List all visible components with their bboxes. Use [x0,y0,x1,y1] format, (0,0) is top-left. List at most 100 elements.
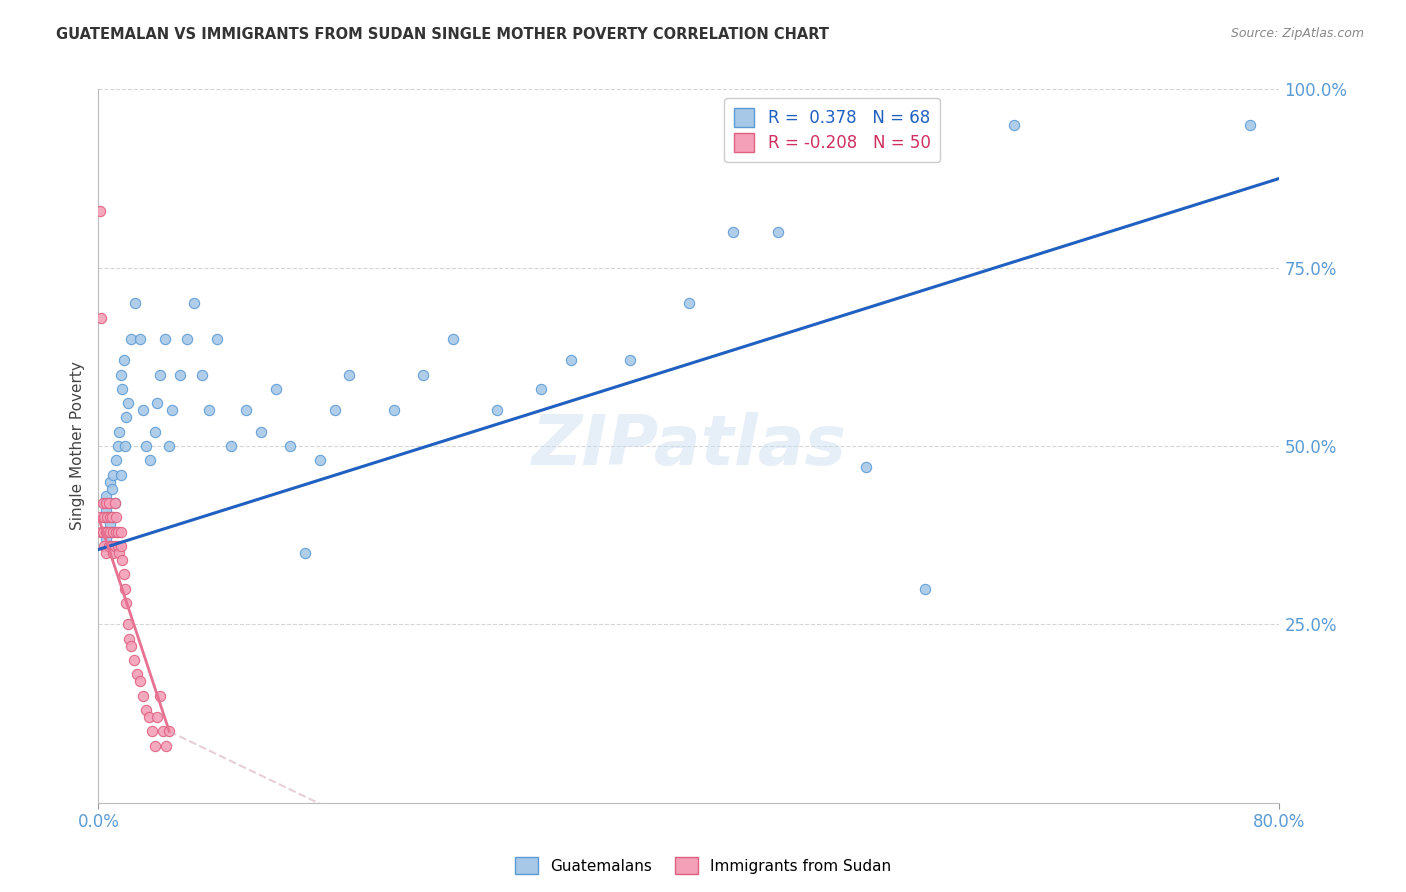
Point [264,382,287,396]
Point [235,403,257,417]
Point [914,582,936,596]
Point [107,439,129,453]
Point [118,632,141,646]
Point [107,524,129,539]
Point [250,425,273,439]
Text: ZIPatlas: ZIPatlas [531,412,846,480]
Point [94,524,117,539]
Point [135,439,157,453]
Point [114,439,136,453]
Point [149,689,172,703]
Point [162,403,183,417]
Point [97,496,120,510]
Point [143,425,166,439]
Point [90,310,112,325]
Point [104,539,127,553]
Point [94,489,117,503]
Point [339,368,360,382]
Point [98,524,121,539]
Point [94,496,117,510]
Point [205,332,228,346]
Point [91,510,114,524]
Point [122,653,145,667]
Point [98,510,121,524]
Point [120,639,142,653]
Point [96,524,118,539]
Point [132,689,155,703]
Point [619,353,641,368]
Point [93,539,115,553]
Point [100,539,122,553]
Point [855,460,877,475]
Point [112,353,135,368]
Point [124,296,146,310]
Point [96,510,118,524]
Legend: Guatemalans, Immigrants from Sudan: Guatemalans, Immigrants from Sudan [509,851,897,880]
Point [152,724,174,739]
Point [104,496,127,510]
Point [108,425,131,439]
Point [117,396,139,410]
Point [105,453,128,467]
Point [114,582,136,596]
Point [94,503,117,517]
Point [103,467,125,482]
Point [382,403,405,417]
Point [412,368,434,382]
Point [103,546,125,560]
Point [198,403,221,417]
Point [157,724,180,739]
Point [111,382,134,396]
Point [107,539,129,553]
Point [766,225,789,239]
Point [93,510,115,524]
Point [104,496,127,510]
Point [93,524,115,539]
Point [98,475,121,489]
Point [110,467,132,482]
Point [723,225,745,239]
Point [94,546,117,560]
Point [112,567,135,582]
Point [169,368,191,382]
Point [89,203,111,218]
Point [110,524,132,539]
Point [125,667,148,681]
Point [1239,118,1261,132]
Point [191,368,214,382]
Point [100,510,122,524]
Point [157,439,180,453]
Point [100,482,122,496]
Point [110,368,132,382]
Point [176,332,198,346]
Point [323,403,346,417]
Point [219,439,242,453]
Point [132,403,155,417]
Point [120,332,142,346]
Point [103,510,125,524]
Point [143,739,166,753]
Point [146,710,169,724]
Point [146,396,169,410]
Point [103,524,125,539]
Point [128,332,150,346]
Point [98,517,121,532]
Point [96,510,118,524]
Point [93,496,115,510]
Point [89,510,111,524]
Point [96,524,118,539]
Point [100,524,122,539]
Point [149,368,172,382]
Legend: R =  0.378   N = 68, R = -0.208   N = 50: R = 0.378 N = 68, R = -0.208 N = 50 [724,97,941,161]
Point [105,524,128,539]
Point [90,524,112,539]
Point [155,739,177,753]
Point [139,453,162,467]
Point [530,382,553,396]
Point [678,296,700,310]
Y-axis label: Single Mother Poverty: Single Mother Poverty [70,361,86,531]
Point [309,453,332,467]
Point [138,710,160,724]
Text: GUATEMALAN VS IMMIGRANTS FROM SUDAN SINGLE MOTHER POVERTY CORRELATION CHART: GUATEMALAN VS IMMIGRANTS FROM SUDAN SING… [56,27,830,42]
Point [105,510,128,524]
